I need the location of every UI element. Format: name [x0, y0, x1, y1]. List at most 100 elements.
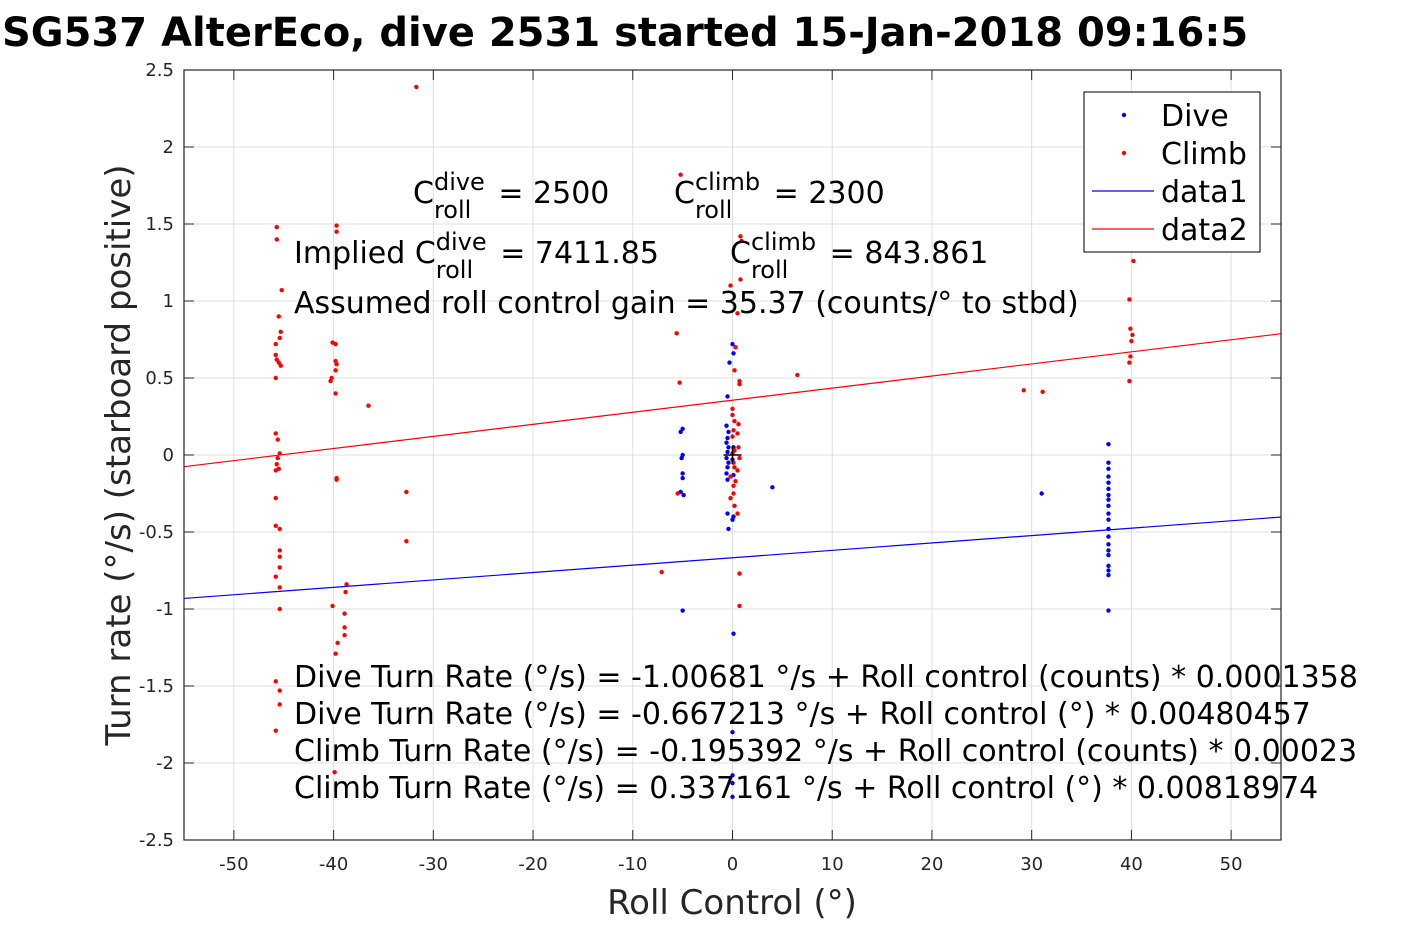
climb-point — [277, 688, 282, 693]
climb-point — [674, 331, 679, 336]
dive-point — [725, 394, 730, 399]
dive-point — [724, 440, 729, 445]
dive-point — [730, 730, 735, 735]
plot-border — [183, 69, 1282, 841]
data1-fit-line — [183, 516, 1282, 600]
x-tick-label: -20 — [518, 854, 547, 875]
dive-point — [1106, 572, 1111, 578]
dive-point — [726, 460, 731, 465]
climb-point — [344, 582, 349, 587]
climb-point — [275, 437, 280, 442]
dive-point — [725, 511, 730, 516]
dive-point — [1106, 480, 1111, 485]
climb-point — [1127, 297, 1132, 302]
dive-point — [730, 517, 735, 522]
climb-point — [733, 478, 738, 484]
dive-point — [730, 773, 735, 778]
dive-point — [731, 351, 736, 356]
climb-point — [1021, 388, 1026, 393]
climb-point — [731, 491, 736, 496]
x-tick-labels: -50 -40 -30 -20 -10 0 10 20 30 40 50 — [219, 854, 1242, 875]
climb-point — [404, 489, 409, 495]
y-tick-labels: -2.5 -2 -1.5 -1 -0.5 0 0.5 1 1.5 2 2.5 — [139, 60, 174, 851]
dive-point — [681, 492, 686, 498]
dive-point — [725, 465, 730, 470]
climb-point — [737, 455, 742, 461]
climb-point — [735, 511, 740, 516]
legend-label: Dive — [1161, 99, 1229, 134]
climb-point — [795, 372, 800, 378]
climb-point — [330, 603, 335, 609]
climb-point — [273, 341, 278, 347]
dive-point — [1106, 548, 1111, 553]
climb-point — [1127, 360, 1132, 365]
climb-point — [1127, 378, 1132, 384]
climb-point — [274, 237, 279, 242]
climb-point — [735, 468, 740, 473]
climb-point — [332, 770, 337, 775]
dive-point — [1106, 466, 1111, 472]
dive-point — [1106, 517, 1111, 522]
x-tick-label: -10 — [618, 854, 647, 875]
climb-point — [277, 526, 282, 532]
x-tick-label: -40 — [319, 854, 348, 875]
climb-point — [659, 569, 664, 575]
implied-c-roll-dive-annotation: Implied Cdive roll = 7411.85 — [294, 228, 659, 284]
dive-point — [731, 631, 736, 636]
climb-point — [732, 368, 737, 373]
dive-point — [726, 526, 731, 532]
climb-point — [739, 238, 744, 244]
climb-point — [333, 651, 338, 656]
legend-label: data1 — [1161, 175, 1248, 210]
climb-point — [333, 341, 338, 347]
dive-point — [724, 423, 729, 428]
y-tick-label: 2.5 — [145, 60, 174, 81]
climb-point — [273, 574, 278, 579]
y-tick-label: 2 — [163, 137, 174, 158]
climb-point — [334, 477, 339, 482]
climb-point — [277, 554, 282, 559]
climb-point — [277, 585, 282, 590]
dive-point — [730, 780, 735, 786]
climb-point — [732, 503, 737, 509]
climb-point — [730, 412, 735, 418]
climb-point — [277, 565, 282, 570]
climb-point — [735, 431, 740, 436]
dive-point — [1106, 542, 1111, 547]
climb-point — [342, 611, 347, 616]
climb-point — [277, 335, 282, 341]
climb-point — [737, 603, 742, 609]
y-tick-label: -2 — [156, 753, 174, 774]
climb-point — [736, 422, 741, 427]
climb-point — [333, 391, 338, 396]
climb-point — [278, 363, 283, 368]
y-tick-label: 1 — [163, 291, 174, 312]
y-tick-label: 1.5 — [145, 214, 174, 235]
climb-point — [366, 403, 371, 408]
climb-point — [343, 589, 348, 595]
climb-point — [273, 523, 278, 529]
y-tick-label: -1.5 — [139, 676, 174, 697]
climb-point — [414, 84, 419, 90]
climb-point — [273, 375, 278, 381]
climb-point — [334, 223, 339, 228]
dive-point — [1106, 568, 1111, 573]
dive-point — [726, 445, 731, 450]
climb-point — [273, 468, 278, 473]
climb-point — [276, 314, 281, 319]
dive-point — [725, 449, 730, 455]
dive-point — [1106, 608, 1111, 613]
y-tick-label: 0 — [163, 445, 174, 466]
data-points — [273, 84, 1136, 800]
data2-fit-line — [183, 333, 1282, 468]
climb-point — [277, 606, 282, 612]
climb-point — [328, 378, 333, 384]
dive-point — [730, 341, 735, 347]
climb-point — [675, 491, 680, 496]
fit-lines — [183, 333, 1282, 600]
dive-point — [680, 475, 685, 481]
climb-point — [1129, 338, 1134, 344]
y-tick-label: -2.5 — [139, 830, 174, 851]
climb-point — [1040, 389, 1045, 395]
